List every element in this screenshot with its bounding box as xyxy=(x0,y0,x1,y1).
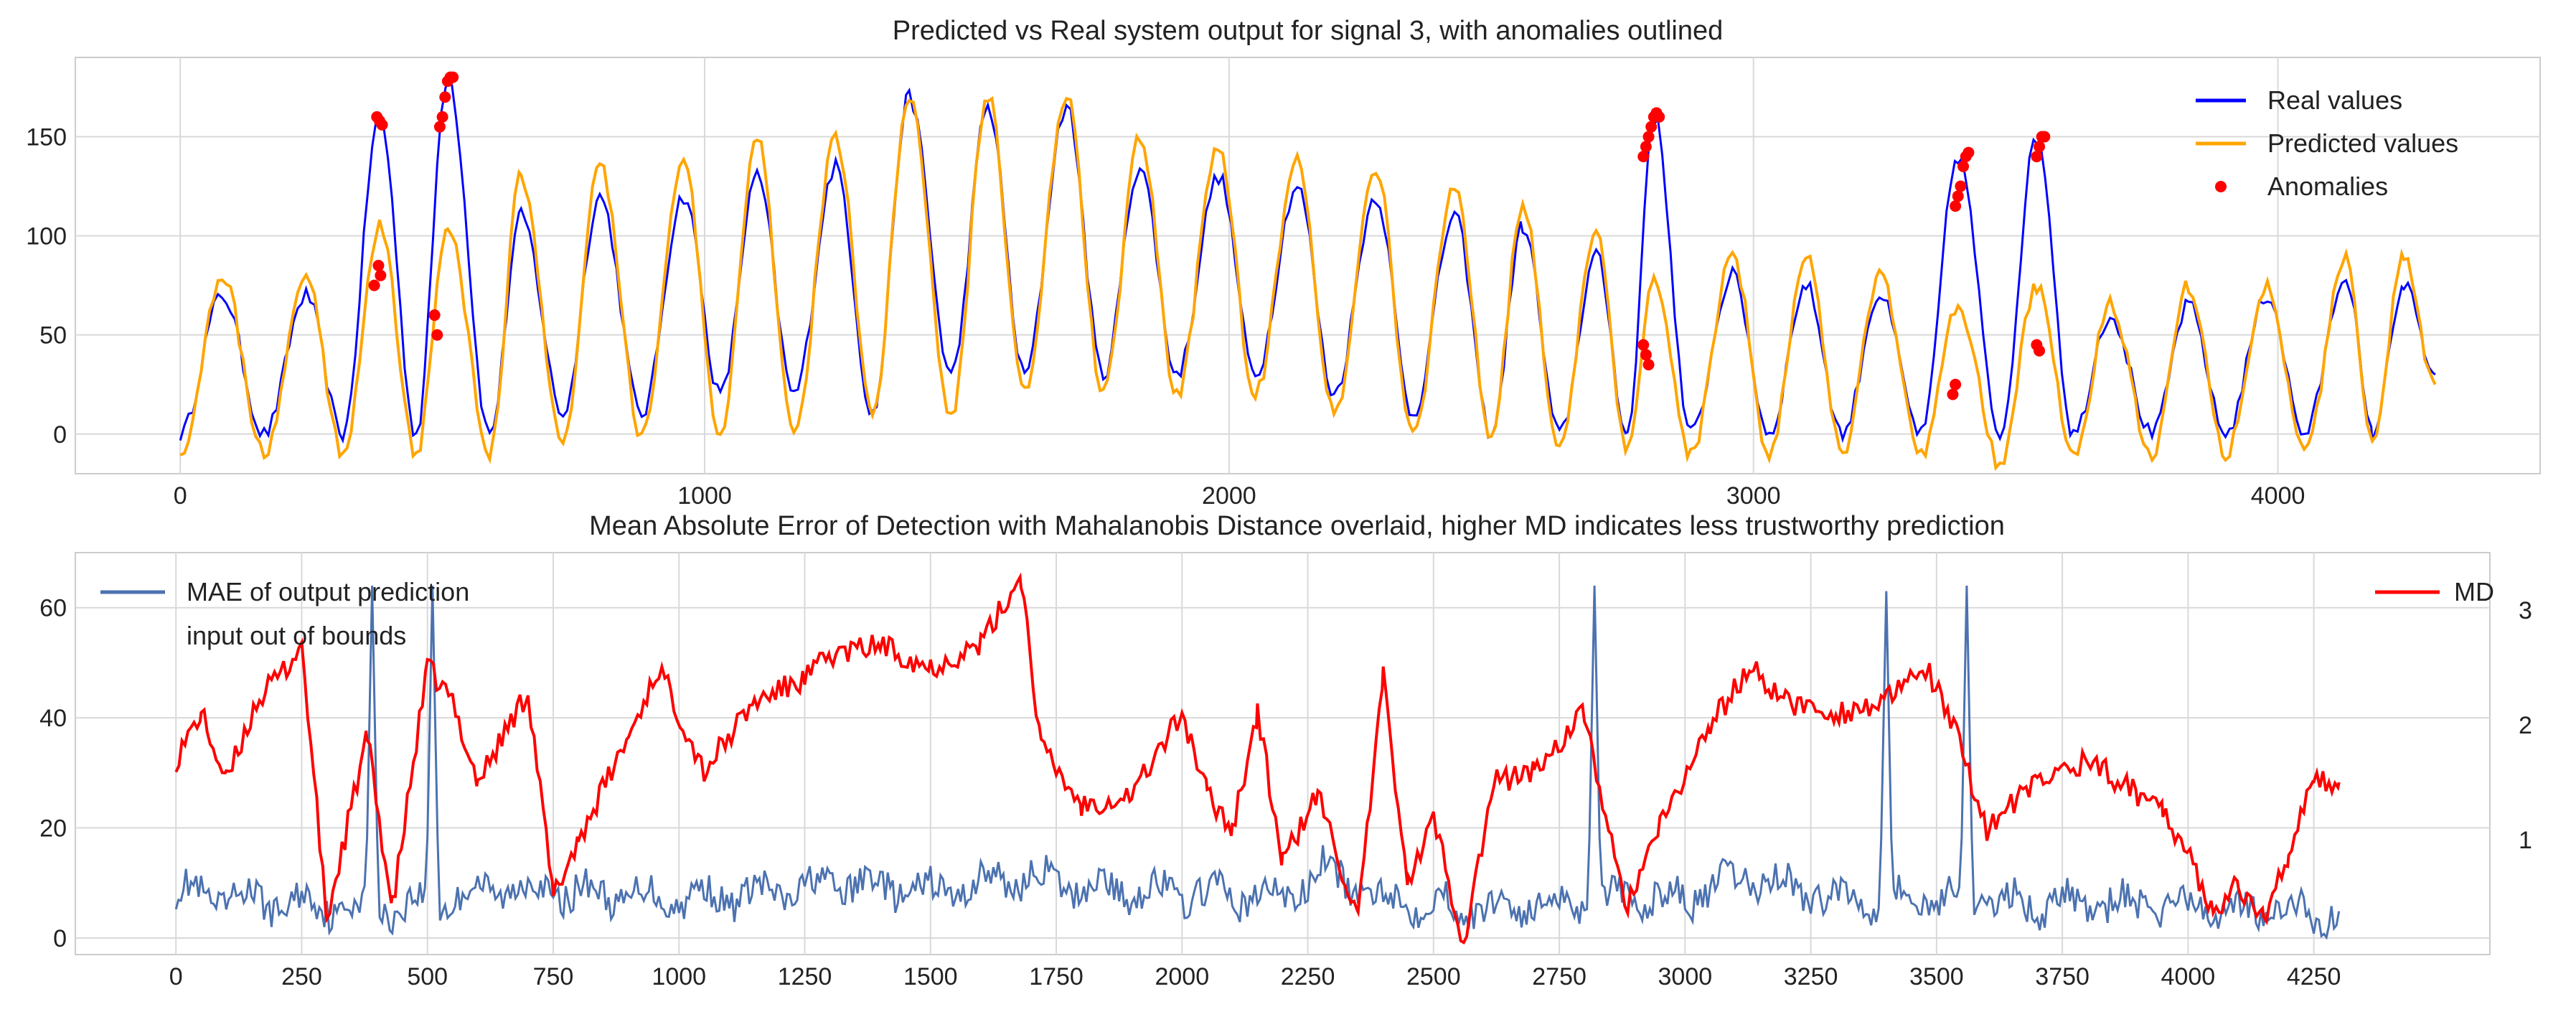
bottom-x-tick-label: 250 xyxy=(281,963,322,990)
legend-anomalies-label: Anomalies xyxy=(2267,172,2388,201)
anomaly-point xyxy=(1653,111,1665,123)
anomaly-point xyxy=(2039,131,2051,143)
bottom-x-tick-label: 1250 xyxy=(778,963,832,990)
top-subplot: 0 1000 2000 3000 4000 0 50 100 150 Predicted vs R… xyxy=(26,16,2541,510)
anomaly-point xyxy=(1645,121,1658,133)
bottom-x-tick-label: 4250 xyxy=(2287,963,2341,990)
top-chart-title: Predicted vs Real system output for sign… xyxy=(893,16,1723,46)
legend-mae-label: MAE of output prediction xyxy=(187,577,469,606)
anomaly-point xyxy=(436,111,448,123)
anomaly-point xyxy=(1957,160,1970,172)
bottom-x-tick-label: 2750 xyxy=(1532,963,1587,990)
anomaly-point xyxy=(1637,151,1650,163)
top-plot-area xyxy=(75,57,2541,474)
top-y-tick-label: 0 xyxy=(53,421,67,449)
bottom-x-tick-label: 500 xyxy=(407,963,448,990)
bottom-y2-tick-label: 1 xyxy=(2519,827,2532,854)
bottom-y-tick-label: 20 xyxy=(39,815,67,843)
legend-out-of-bounds-label: input out of bounds xyxy=(187,621,406,650)
anomaly-point xyxy=(2031,151,2043,163)
anomaly-point xyxy=(433,121,446,133)
anomaly-point xyxy=(376,118,388,131)
bottom-x-tick-label: 3000 xyxy=(1658,963,1713,990)
anomaly-point xyxy=(1947,388,1959,400)
anomaly-point xyxy=(1640,141,1652,153)
bottom-x-tick-label: 3250 xyxy=(1784,963,1838,990)
anomaly-point xyxy=(439,91,451,103)
top-y-tick-label: 100 xyxy=(26,223,67,250)
anomaly-point xyxy=(1950,378,1962,390)
anomaly-point xyxy=(1642,359,1655,371)
bottom-x-tick-label: 2500 xyxy=(1406,963,1461,990)
bottom-chart-title: Mean Absolute Error of Detection with Ma… xyxy=(589,511,2005,541)
top-x-tick-label: 2000 xyxy=(1202,482,1256,510)
anomaly-point xyxy=(1952,190,1964,202)
bottom-x-tick-label: 4000 xyxy=(2161,963,2216,990)
bottom-subplot: 0 250 500 750 1000 1250 1500 1750 2000 2250 2500 27… xyxy=(39,511,2532,990)
legend-predicted-label: Predicted values xyxy=(2267,128,2458,158)
anomaly-point xyxy=(447,71,459,83)
bottom-y-tick-label: 60 xyxy=(39,595,67,622)
bottom-x-tick-label: 1750 xyxy=(1029,963,1083,990)
series-md-line xyxy=(174,572,2341,945)
bottom-x-tick-label: 2000 xyxy=(1155,963,1209,990)
bottom-y-tick-label: 40 xyxy=(39,705,67,732)
anomaly-point xyxy=(1950,200,1962,212)
anomaly-point xyxy=(1637,339,1650,351)
anomaly-point xyxy=(1642,131,1655,143)
anomaly-point xyxy=(1962,146,1975,159)
bottom-x-tick-label: 3750 xyxy=(2035,963,2090,990)
series-mae-line xyxy=(174,585,2341,940)
bottom-x-tick-label: 1500 xyxy=(903,963,958,990)
top-y-tick-label: 150 xyxy=(26,123,67,151)
anomaly-point xyxy=(1640,349,1652,361)
top-x-tick-label: 4000 xyxy=(2251,482,2305,510)
top-x-tick-label: 1000 xyxy=(677,482,732,510)
bottom-x-tick-label: 1000 xyxy=(652,963,706,990)
bottom-left-legend: MAE of output prediction input out of bou… xyxy=(100,577,469,650)
bottom-y-tick-label: 0 xyxy=(53,925,67,952)
anomaly-point xyxy=(368,279,380,291)
top-x-tick-label: 0 xyxy=(174,482,187,510)
anomaly-point xyxy=(2034,141,2046,153)
bottom-y2-tick-label: 2 xyxy=(2519,712,2532,739)
anomaly-point xyxy=(2034,345,2046,357)
anomaly-point xyxy=(375,269,387,281)
bottom-right-legend: MD xyxy=(2375,577,2494,606)
bottom-x-tick-label: 2250 xyxy=(1281,963,1335,990)
anomaly-point xyxy=(372,260,385,271)
top-x-tick-label: 3000 xyxy=(1726,482,1781,510)
anomaly-point xyxy=(431,329,443,341)
anomaly-point xyxy=(428,309,441,322)
bottom-x-tick-label: 0 xyxy=(169,963,183,990)
legend-anomalies-swatch xyxy=(2215,181,2227,192)
top-y-tick-label: 50 xyxy=(39,322,67,350)
bottom-x-tick-label: 750 xyxy=(533,963,574,990)
series-predicted-values-line xyxy=(179,96,2437,472)
anomaly-point xyxy=(1955,180,1967,192)
bottom-y2-tick-label: 3 xyxy=(2519,597,2532,624)
legend-md-label: MD xyxy=(2454,577,2494,606)
top-legend: Real values Predicted values Anomalies xyxy=(2196,85,2458,201)
bottom-x-tick-label: 3500 xyxy=(1909,963,1964,990)
legend-real-label: Real values xyxy=(2267,85,2402,115)
